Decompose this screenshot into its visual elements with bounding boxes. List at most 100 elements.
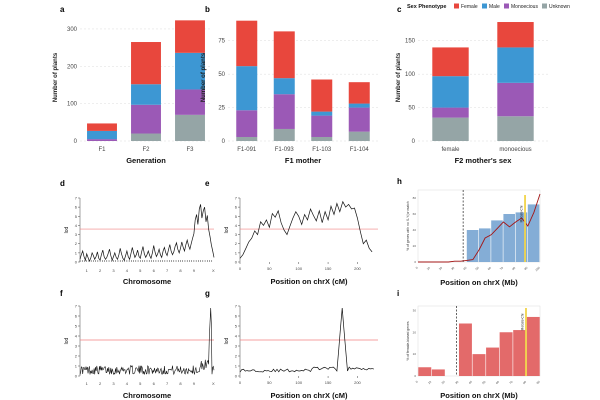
x-tick-label: 50 <box>267 266 272 271</box>
legend: Sex Phenotype Female Male Monoecious Unknown <box>407 3 570 10</box>
y-tick-label: 0 <box>412 139 416 145</box>
x-tick-label: 50 <box>267 380 272 385</box>
bar <box>418 367 432 376</box>
chromosome-label: 9 <box>193 381 196 386</box>
bar-female <box>348 82 370 104</box>
bar-male <box>497 47 534 83</box>
x-tick-label: 50 <box>481 380 486 385</box>
chromosome-label: 4 <box>126 268 129 273</box>
y-tick-label: 7 <box>75 304 78 309</box>
x-tick-label: F1-091 <box>237 147 257 153</box>
chromosome-label: 2 <box>99 268 102 273</box>
y-tick-label: 2 <box>235 241 238 246</box>
x-tick-label: 30 <box>450 266 455 271</box>
bar-female <box>175 20 205 53</box>
bar-male <box>175 52 205 90</box>
bar-unknown <box>236 136 258 141</box>
x-axis-label: Generation <box>126 156 166 165</box>
legend-swatch <box>482 3 487 9</box>
x-tick-label: 20 <box>438 266 443 271</box>
x-axis-label: Chromosome <box>123 391 171 400</box>
bar-male <box>348 103 370 108</box>
x-axis-label: Position on chrX (cM) <box>270 277 348 286</box>
y-tick-label: 0 <box>75 374 78 379</box>
panel-letter-b: b <box>205 5 210 14</box>
legend-label: Female <box>461 4 478 10</box>
marker-band <box>524 195 526 262</box>
y-tick-label: 40 <box>413 228 417 232</box>
panel-e: 0 1 2 3 4 5 6 7 lod Position on chrX (cM) 0 50 100 15… <box>224 196 378 286</box>
legend-swatch <box>542 3 547 9</box>
bar <box>503 214 515 262</box>
bar <box>515 212 528 262</box>
x-tick-label: F1-093 <box>275 147 295 153</box>
bar-male <box>236 66 258 111</box>
bar <box>486 347 500 376</box>
bar-monoecious <box>273 94 295 129</box>
panel-i: Meiosis-Chi 0 10 20 30 0 10 20 30 40 50 60 70 80 90 % o… <box>406 305 541 400</box>
chromosome-label: 1 <box>86 268 89 273</box>
lod-line <box>239 200 373 259</box>
y-tick-label: 25 <box>218 106 225 112</box>
bar <box>526 316 540 376</box>
y-tick-label: 0 <box>414 374 416 378</box>
bar-unknown <box>311 136 333 141</box>
panel-letter-e: e <box>205 179 210 188</box>
y-tick-label: 20 <box>413 330 417 334</box>
x-axis-label: Position on chrX (Mb) <box>440 391 518 400</box>
x-tick-label: 50 <box>475 266 480 271</box>
legend-swatch <box>504 3 509 9</box>
x-tick-label: F1 <box>98 147 106 153</box>
panel-letter-g: g <box>205 289 210 298</box>
chromosome-label: 1 <box>86 381 89 386</box>
y-tick-label: 100 <box>67 102 78 108</box>
x-tick-label: F3 <box>186 147 194 153</box>
chromosome-label: 6 <box>153 381 156 386</box>
x-tick-label: 30 <box>454 380 459 385</box>
bar-unknown <box>432 117 469 141</box>
bar-unknown <box>273 128 295 141</box>
y-axis-label: lod <box>224 337 230 344</box>
chromosome-label: 5 <box>139 381 142 386</box>
x-tick-label: 10 <box>426 266 431 271</box>
bar-unknown <box>497 116 534 141</box>
panel-d: 0 1 2 3 4 5 6 7 lod Chromosome 1 2 3 4 5 6 7 8 9 X <box>64 196 215 287</box>
chromosome-label: 2 <box>99 381 102 386</box>
y-tick-label: 20 <box>413 244 417 248</box>
chromosome-label: 7 <box>166 268 169 273</box>
chromosome-label: 5 <box>139 268 142 273</box>
bar-unknown <box>131 133 161 141</box>
panel-g: 0 1 2 3 4 5 6 7 lod Position on chrX (cM) 0 50 100 15… <box>224 304 378 400</box>
y-tick-label: 5 <box>235 214 238 219</box>
y-axis-label: Number of plants <box>201 52 207 102</box>
y-tick-label: 6 <box>235 205 238 210</box>
x-tick-label: 100 <box>295 266 302 271</box>
legend-label: Unknown <box>549 4 570 10</box>
y-tick-label: 3 <box>235 232 238 237</box>
bar-unknown <box>175 114 205 141</box>
lod-line <box>239 307 374 373</box>
y-tick-label: 5 <box>75 324 78 329</box>
y-tick-label: 1 <box>235 250 238 255</box>
y-tick-label: 1 <box>75 364 78 369</box>
y-tick-label: 0 <box>222 139 226 145</box>
y-tick-label: 80 <box>413 196 417 200</box>
x-tick-label: 0 <box>415 380 419 384</box>
bar-unknown <box>348 131 370 141</box>
y-tick-label: 3 <box>75 344 78 349</box>
y-tick-label: 75 <box>218 39 225 45</box>
y-tick-label: 7 <box>235 196 238 201</box>
x-tick-label: 60 <box>487 266 492 271</box>
bar-male <box>273 78 295 95</box>
panel-letter-f: f <box>60 289 63 298</box>
y-tick-label: 5 <box>235 324 238 329</box>
x-tick-label: 40 <box>468 380 473 385</box>
marker-label: Meiosis-Chi <box>520 205 524 222</box>
y-tick-label: 150 <box>405 39 416 45</box>
bar-female <box>432 47 469 77</box>
x-tick-label: 0 <box>239 380 242 385</box>
x-tick-label: F2 <box>142 147 150 153</box>
chromosome-label: 8 <box>179 268 182 273</box>
lod-line <box>79 307 215 376</box>
